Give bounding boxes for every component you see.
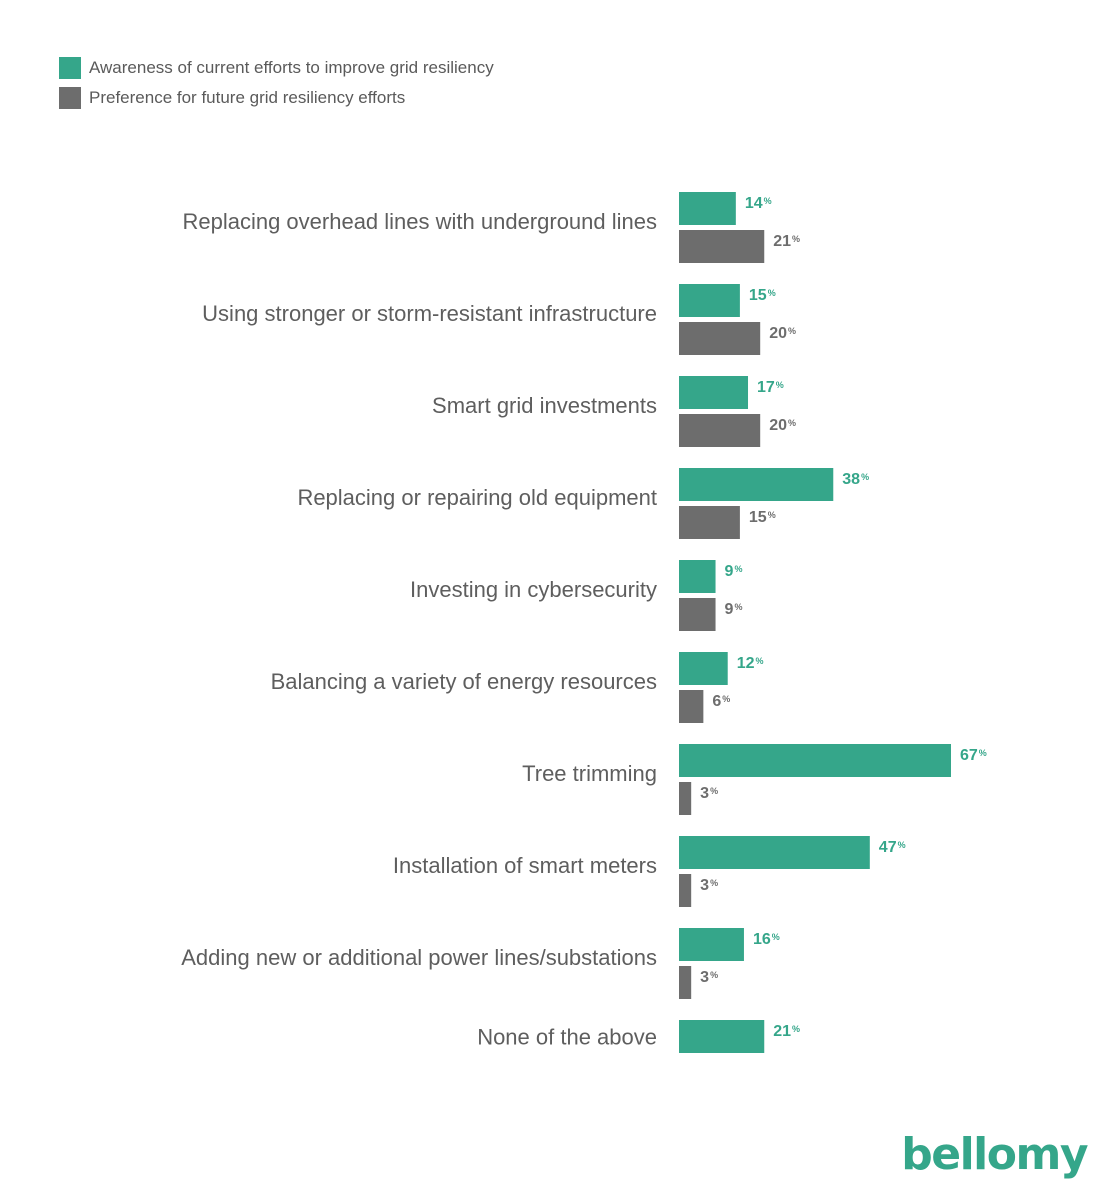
bar-awareness xyxy=(679,1020,765,1053)
value-label-preference: 21% xyxy=(773,233,800,250)
value-label-preference: 15% xyxy=(749,509,776,526)
value-label-awareness: 12% xyxy=(737,655,764,672)
category-label: Tree trimming xyxy=(522,761,657,786)
bar-preference xyxy=(679,782,692,815)
category-label: Installation of smart meters xyxy=(393,853,657,878)
value-label-preference: 20% xyxy=(769,325,796,342)
legend-swatch-preference xyxy=(59,87,81,109)
value-label-awareness: 17% xyxy=(757,379,784,396)
bar-awareness xyxy=(679,376,749,409)
value-label-preference: 3% xyxy=(700,785,718,802)
bar-awareness xyxy=(679,284,740,317)
value-label-preference: 3% xyxy=(700,969,718,986)
legend-item-preference: Preference for future grid resiliency ef… xyxy=(59,83,494,113)
value-label-preference: 9% xyxy=(725,601,743,618)
legend-label-awareness: Awareness of current efforts to improve … xyxy=(89,58,494,77)
value-label-preference: 6% xyxy=(712,693,730,710)
bar-preference xyxy=(679,874,692,907)
bar-awareness xyxy=(679,468,834,501)
bar-awareness xyxy=(679,560,716,593)
bar-awareness xyxy=(679,836,870,869)
value-label-preference: 20% xyxy=(769,417,796,434)
legend-swatch-awareness xyxy=(59,57,81,79)
category-label: Smart grid investments xyxy=(432,393,657,418)
legend-item-awareness: Awareness of current efforts to improve … xyxy=(59,53,494,83)
bar-preference xyxy=(679,506,740,539)
value-label-awareness: 15% xyxy=(749,287,776,304)
category-label: Investing in cybersecurity xyxy=(410,577,657,602)
bar-preference xyxy=(679,598,716,631)
category-label: Replacing overhead lines with undergroun… xyxy=(182,209,657,234)
category-label: Balancing a variety of energy resources xyxy=(271,669,657,694)
bar-awareness xyxy=(679,744,951,777)
category-label: Using stronger or storm-resistant infras… xyxy=(202,301,657,326)
category-label: Adding new or additional power lines/sub… xyxy=(181,945,657,970)
bar-preference xyxy=(679,322,761,355)
bar-preference xyxy=(679,414,761,447)
value-label-awareness: 47% xyxy=(879,839,906,856)
bar-preference xyxy=(679,966,692,999)
value-label-awareness: 21% xyxy=(773,1023,800,1040)
value-label-awareness: 14% xyxy=(745,195,772,212)
bar-preference xyxy=(679,690,704,723)
value-label-preference: 3% xyxy=(700,877,718,894)
value-label-awareness: 16% xyxy=(753,931,780,948)
category-label: Replacing or repairing old equipment xyxy=(297,485,657,510)
bar-awareness xyxy=(679,192,736,225)
bar-awareness xyxy=(679,652,728,685)
category-label: None of the above xyxy=(477,1025,657,1050)
bar-awareness xyxy=(679,928,744,961)
value-label-awareness: 38% xyxy=(842,471,869,488)
bellomy-logo: bellomy xyxy=(901,1129,1088,1180)
value-label-awareness: 67% xyxy=(960,747,987,764)
legend-label-preference: Preference for future grid resiliency ef… xyxy=(89,88,406,107)
legend: Awareness of current efforts to improve … xyxy=(59,53,494,113)
bar-preference xyxy=(679,230,765,263)
value-label-awareness: 9% xyxy=(725,563,743,580)
